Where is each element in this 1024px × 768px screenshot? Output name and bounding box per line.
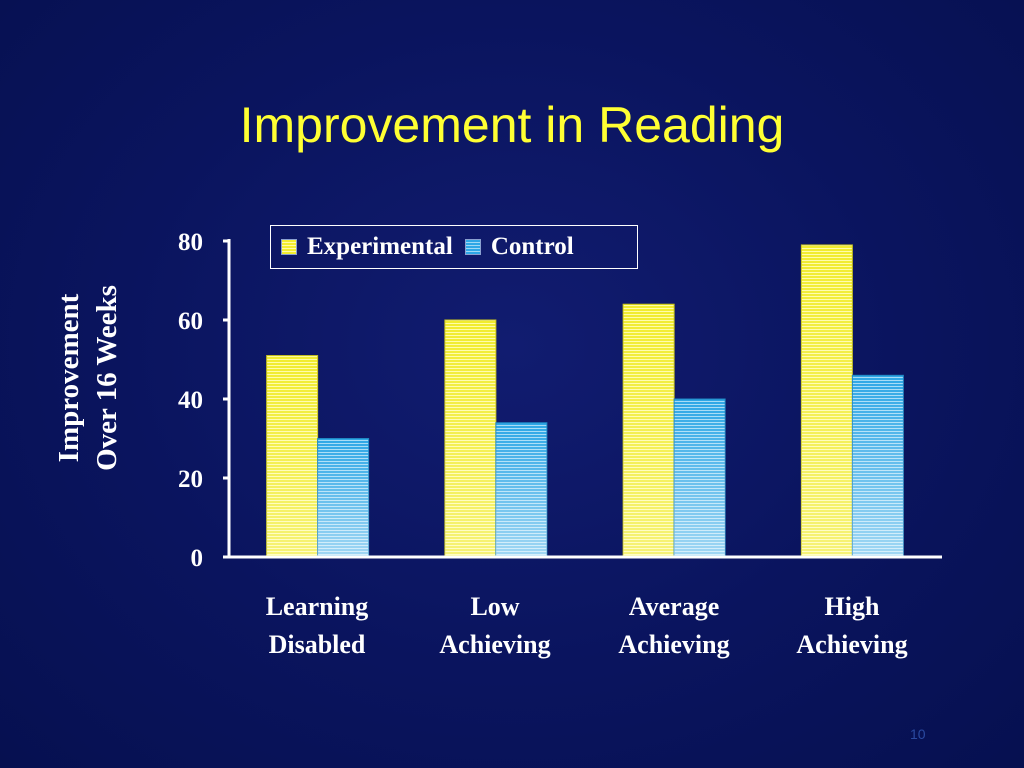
y-tick-label-0: 0 <box>191 545 204 572</box>
legend-item-control: Control <box>464 233 574 261</box>
x-tick-label-line: Low <box>470 592 520 621</box>
bar-shade-experimental-high-achieving <box>801 244 853 557</box>
y-tick-label-20: 20 <box>178 466 203 493</box>
legend-swatch-control <box>464 239 481 255</box>
x-tick-label-line: Learning <box>265 592 369 621</box>
x-tick-label-line: Achieving <box>796 630 908 659</box>
x-tick-label-high-achieving: High Achieving <box>772 588 932 664</box>
legend-label-experimental: Experimental <box>307 233 453 260</box>
bar-shade-control-low-achieving <box>495 422 547 557</box>
x-tick-label-low-achieving: Low Achieving <box>415 588 575 664</box>
x-tick-label-line: High <box>824 592 880 621</box>
bar-shade-control-learning-disabled <box>317 438 369 557</box>
y-tick-label-40: 40 <box>178 387 203 414</box>
legend-label-control: Control <box>490 233 574 260</box>
legend-item-experimental: Experimental <box>281 233 453 261</box>
bar-shade-experimental-learning-disabled <box>266 355 318 557</box>
chart-legend: Experimental Control <box>270 225 638 269</box>
x-tick-label-line: Average <box>628 592 720 621</box>
bar-shade-control-average-achieving <box>674 399 726 557</box>
y-tick-label-80: 80 <box>178 229 203 256</box>
slide-title: Improvement in Reading <box>239 97 785 153</box>
bars-layer <box>266 244 904 558</box>
bar-shade-experimental-low-achieving <box>444 320 496 557</box>
page-number: 10 <box>910 726 926 742</box>
x-tick-label-average-achieving: Average Achieving <box>594 588 754 664</box>
x-tick-label-line: Disabled <box>268 630 366 659</box>
x-tick-label-line: Achieving <box>439 630 551 659</box>
bar-shade-experimental-average-achieving <box>623 304 675 557</box>
y-tick-label-60: 60 <box>178 308 203 335</box>
y-ticks-layer: 0 20 40 60 80 <box>178 229 229 572</box>
bar-shade-control-high-achieving <box>852 375 904 557</box>
x-tick-label-line: Achieving <box>618 630 730 659</box>
legend-swatch-experimental <box>281 239 297 255</box>
x-tick-label-learning-disabled: Learning Disabled <box>237 588 397 664</box>
